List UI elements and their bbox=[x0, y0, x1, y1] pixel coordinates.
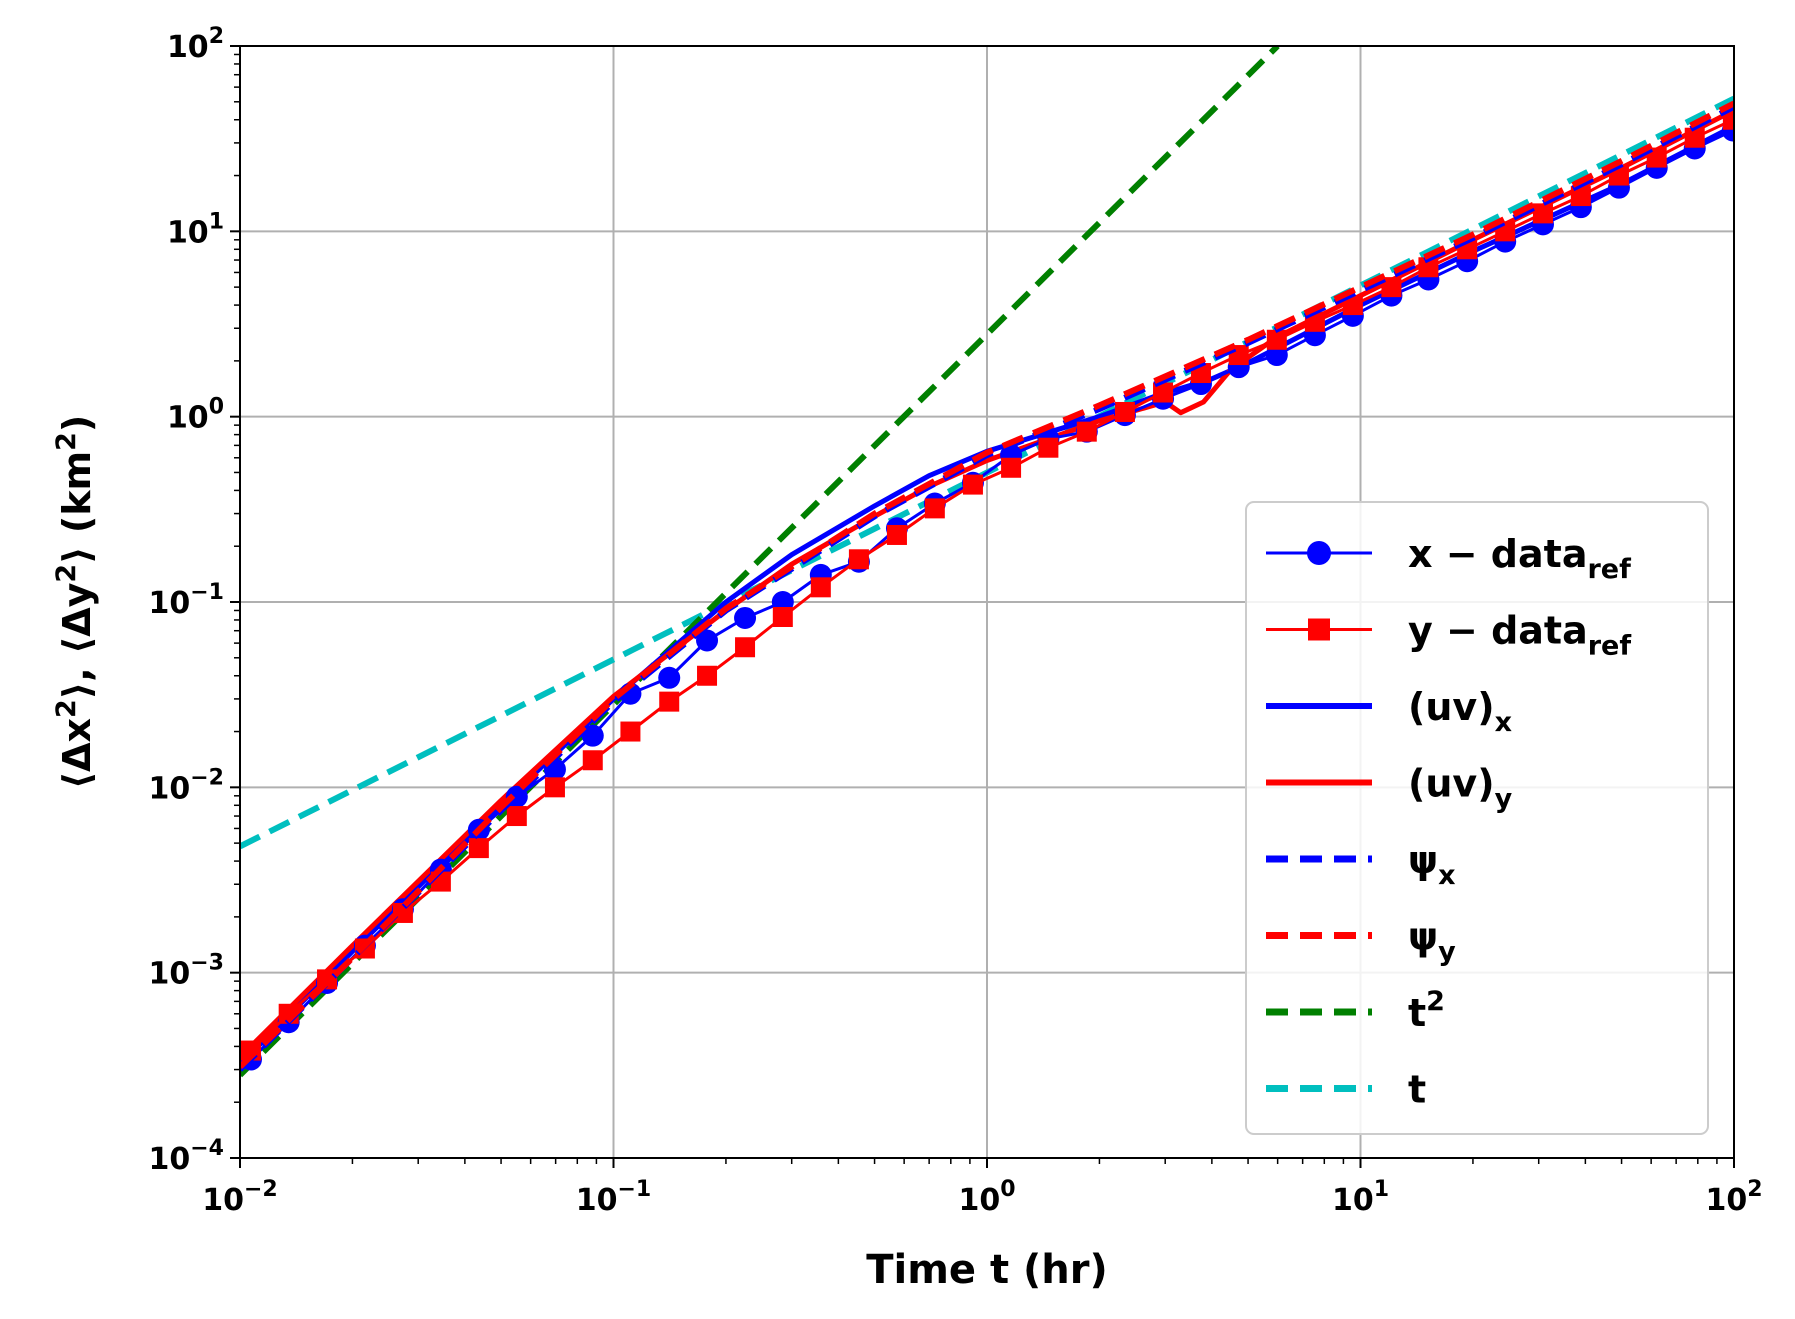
x-tick-label: 100 bbox=[958, 1177, 1015, 1218]
plot-series bbox=[240, 46, 1734, 1078]
data-point-y_data_ref bbox=[659, 691, 680, 712]
data-point-y_data_ref bbox=[1646, 147, 1667, 168]
x-tick-label: 102 bbox=[1705, 1177, 1762, 1218]
data-point-y_data_ref bbox=[962, 474, 983, 495]
data-point-y_data_ref bbox=[1076, 421, 1097, 442]
data-point-y_data_ref bbox=[886, 524, 907, 545]
data-point-y_data_ref bbox=[1266, 329, 1287, 350]
legend-label-x_data_ref: x − dataref bbox=[1408, 532, 1631, 585]
legend-label-psi_y: ψy bbox=[1408, 915, 1456, 968]
y-tick-label: 10−1 bbox=[149, 580, 225, 621]
data-point-y_data_ref bbox=[1038, 437, 1059, 458]
data-point-y_data_ref bbox=[1722, 109, 1734, 130]
legend-label-uv_x: (uv)x bbox=[1408, 685, 1512, 738]
data-point-y_data_ref bbox=[810, 577, 831, 598]
y-axis-label: ⟨Δx2⟩, ⟨Δy2⟩ (km2) bbox=[51, 415, 99, 790]
series-line-psi_y bbox=[240, 100, 1734, 1070]
legend-frame bbox=[1245, 501, 1709, 1135]
y-tick-label: 101 bbox=[167, 209, 224, 250]
data-point-y_data_ref bbox=[582, 750, 603, 771]
legend-marker-x_data_ref bbox=[1307, 541, 1331, 565]
data-point-y_data_ref bbox=[697, 665, 718, 686]
legend-label-t2: t2 bbox=[1408, 986, 1445, 1035]
legend-label-uv_y: (uv)y bbox=[1408, 762, 1513, 815]
data-point-y_data_ref bbox=[506, 806, 527, 827]
legend-label-t: t bbox=[1408, 1068, 1426, 1112]
y-tick-label: 10−4 bbox=[149, 1136, 225, 1177]
x-tick-label: 10−1 bbox=[576, 1177, 652, 1218]
data-point-x_data_ref bbox=[734, 606, 757, 629]
data-point-y_data_ref bbox=[392, 902, 413, 923]
y-tick-label: 102 bbox=[167, 24, 224, 65]
x-axis-label: Time t (hr) bbox=[866, 1247, 1108, 1293]
data-point-y_data_ref bbox=[1532, 203, 1553, 224]
data-point-y_data_ref bbox=[1114, 401, 1135, 422]
data-point-x_data_ref bbox=[658, 666, 681, 689]
legend: x − dataref y − dataref (uv)x (uv)y ψx ψy t2 t bbox=[1245, 501, 1709, 1135]
data-point-y_data_ref bbox=[468, 838, 489, 859]
data-point-y_data_ref bbox=[772, 606, 793, 627]
y-tick-label: 100 bbox=[167, 395, 224, 436]
data-point-x_data_ref bbox=[696, 629, 719, 652]
y-tick-label: 10−3 bbox=[149, 951, 225, 992]
series-line-y_data_ref bbox=[249, 118, 1734, 1052]
data-point-y_data_ref bbox=[544, 777, 565, 798]
data-point-y_data_ref bbox=[1342, 295, 1363, 316]
data-point-y_data_ref bbox=[1418, 257, 1439, 278]
data-point-y_data_ref bbox=[1570, 186, 1591, 207]
data-point-y_data_ref bbox=[735, 637, 756, 658]
legend-label-y_data_ref: y − dataref bbox=[1408, 609, 1631, 662]
data-point-y_data_ref bbox=[620, 721, 641, 742]
axis-ticks: 10−2 10−1 100 101 102 10−4 10−3 10−2 10−1 100 101 1… bbox=[149, 24, 1763, 1218]
data-point-x_data_ref bbox=[581, 724, 604, 747]
x-tick-label: 101 bbox=[1332, 1177, 1389, 1218]
data-point-y_data_ref bbox=[924, 498, 945, 519]
data-point-y_data_ref bbox=[848, 549, 869, 570]
y-tick-label: 10−2 bbox=[149, 765, 225, 806]
data-point-y_data_ref bbox=[1153, 382, 1174, 403]
legend-marker-y_data_ref bbox=[1308, 618, 1330, 641]
x-tick-label: 10−2 bbox=[202, 1177, 278, 1218]
data-point-y_data_ref bbox=[1381, 277, 1402, 298]
legend-label-psi_x: ψx bbox=[1408, 838, 1456, 891]
data-point-y_data_ref bbox=[1684, 127, 1705, 148]
data-point-y_data_ref bbox=[1001, 457, 1022, 478]
